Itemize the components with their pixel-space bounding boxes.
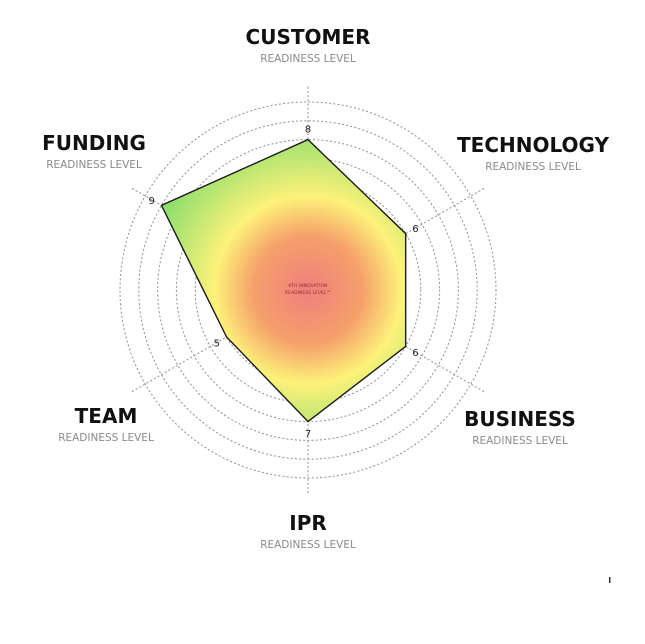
axis-sublabel-funding: READINESS LEVEL — [46, 159, 142, 171]
value-label-business: 6 — [412, 348, 418, 359]
axis-title-customer: CUSTOMER — [246, 25, 371, 49]
axis-sublabel-ipr: READINESS LEVEL — [260, 539, 356, 551]
grid-ring-10 — [119, 101, 497, 479]
center-label-line-1: KTH INNOVATION — [289, 283, 328, 289]
value-label-team: 5 — [214, 339, 220, 350]
small-mark — [609, 577, 611, 583]
value-label-ipr: 7 — [305, 429, 311, 440]
axis-sublabel-technology: READINESS LEVEL — [485, 161, 581, 173]
grid-ring-8 — [157, 139, 459, 441]
axis-title-ipr: IPR — [289, 511, 327, 535]
axis-labels: CUSTOMER READINESS LEVEL TECHNOLOGY READINE… — [42, 25, 609, 551]
value-labels: 8 6 6 7 5 9 — [149, 124, 419, 440]
value-label-funding: 9 — [149, 196, 155, 207]
axis-title-business: BUSINESS — [464, 407, 576, 431]
axis-sublabel-customer: READINESS LEVEL — [260, 53, 356, 65]
center-label-line-2: READINESS LEVEL™ — [285, 290, 331, 296]
value-label-customer: 8 — [305, 124, 311, 135]
axis-title-team: TEAM — [75, 404, 138, 428]
axis-sublabel-business: READINESS LEVEL — [472, 435, 568, 447]
readiness-area — [160, 138, 407, 423]
axis-title-technology: TECHNOLOGY — [457, 133, 609, 157]
axis-sublabel-team: READINESS LEVEL — [58, 432, 154, 444]
value-label-technology: 6 — [412, 224, 418, 235]
axis-title-funding: FUNDING — [42, 131, 146, 155]
